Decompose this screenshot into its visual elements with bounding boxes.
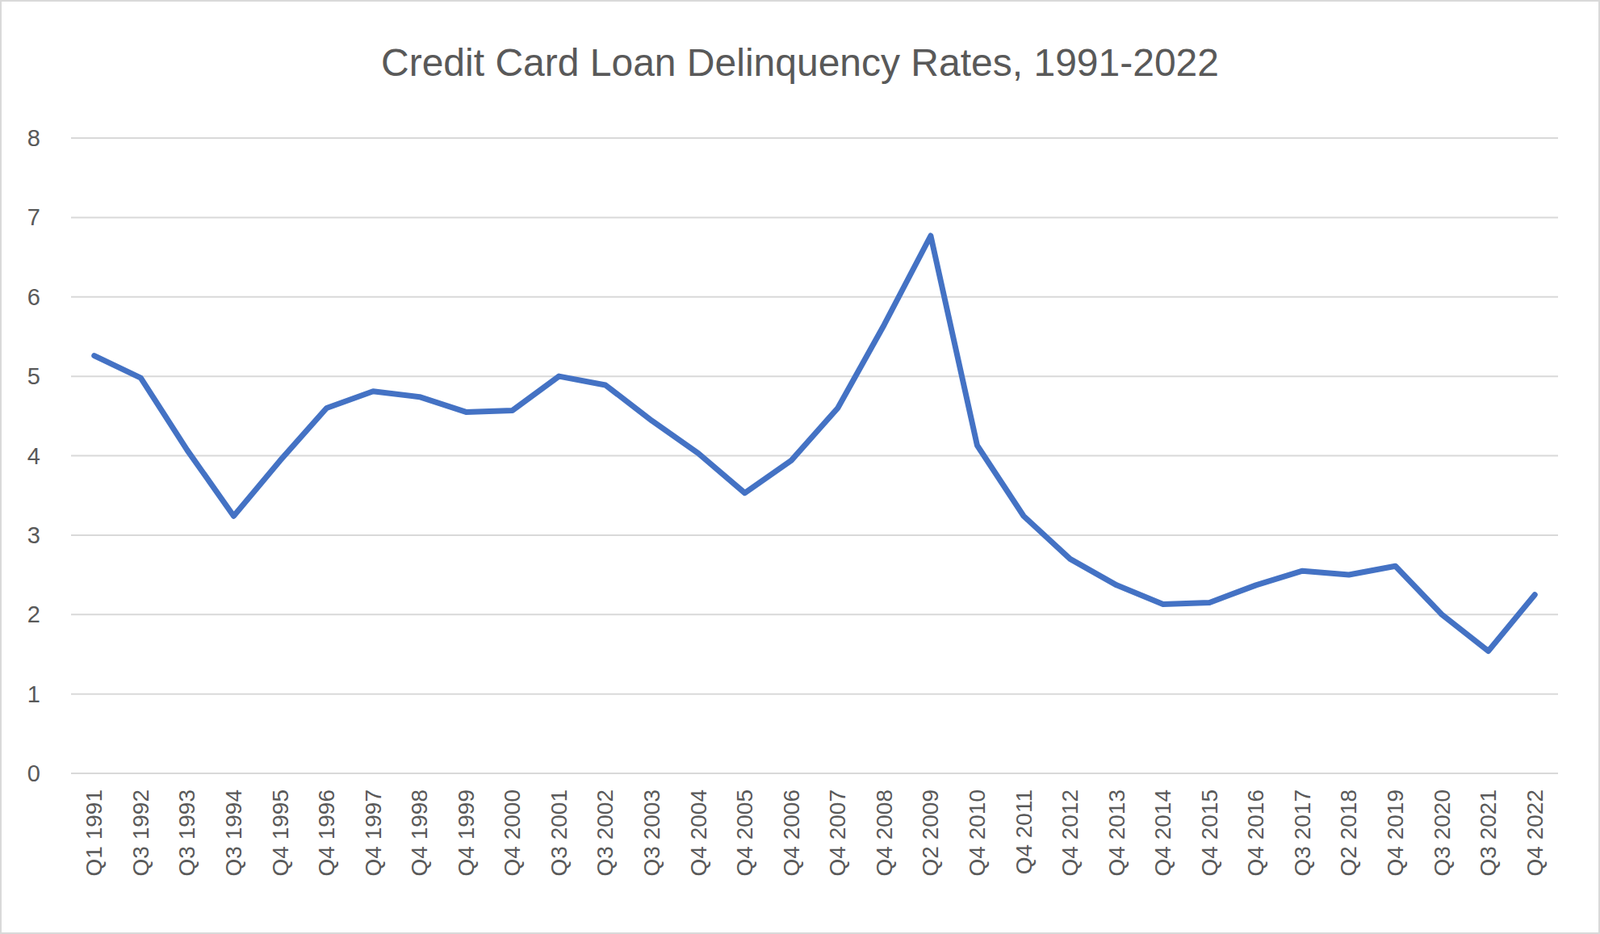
y-tick-label: 2 — [27, 601, 41, 628]
grid-line — [71, 296, 1559, 298]
x-tick-label: Q3 2001 — [546, 789, 572, 876]
x-tick-label: Q4 1995 — [268, 789, 294, 876]
x-tick-label: Q3 2017 — [1290, 789, 1316, 876]
x-tick-label: Q3 2021 — [1475, 789, 1501, 876]
y-tick-label: 6 — [27, 284, 41, 310]
data-line — [94, 235, 1535, 652]
x-tick-label: Q1 1991 — [81, 789, 107, 876]
x-tick-label: Q4 2013 — [1104, 789, 1130, 876]
grid-line — [71, 772, 1559, 775]
x-tick-label: Q4 2014 — [1150, 789, 1176, 876]
y-tick-label: 5 — [27, 363, 41, 390]
x-tick-label: Q4 2008 — [871, 789, 897, 876]
x-tick-label: Q4 1997 — [360, 789, 386, 876]
x-tick-label: Q4 2005 — [732, 789, 758, 876]
x-tick-label: Q4 2012 — [1057, 789, 1083, 876]
grid-line — [71, 216, 1559, 218]
x-tick-label: Q3 1993 — [174, 789, 200, 876]
chart-border — [0, 0, 1600, 934]
x-tick-label: Q4 1996 — [314, 789, 340, 876]
x-tick-label: Q4 2015 — [1197, 789, 1223, 876]
plot-area — [94, 235, 1535, 652]
x-tick-label: Q3 2020 — [1429, 789, 1455, 876]
x-tick-label: Q4 2011 — [1011, 789, 1037, 875]
x-tick-label: Q4 2019 — [1382, 789, 1408, 876]
x-tick-label: Q4 1998 — [406, 789, 432, 876]
x-tick-label: Q3 1994 — [221, 789, 247, 876]
x-tick-label: Q4 2016 — [1243, 789, 1269, 876]
x-tick-label: Q4 2000 — [499, 789, 525, 876]
grid-line — [71, 137, 1559, 139]
grid-line — [71, 693, 1559, 696]
grid-line — [71, 534, 1559, 537]
x-tick-label: Q3 2002 — [592, 789, 618, 876]
title: Credit Card Loan Delinquency Rates, 1991… — [381, 41, 1219, 84]
x-tick-label: Q4 1999 — [453, 789, 479, 876]
y-tick-label: 3 — [27, 522, 41, 549]
x-tick-label: Q4 2010 — [964, 789, 990, 876]
x-tick-label: Q4 2022 — [1522, 789, 1548, 876]
x-tick-label: Q4 2004 — [686, 789, 712, 876]
y-tick-label: 7 — [27, 204, 41, 231]
grid-line — [71, 375, 1559, 377]
x-tick-label: Q2 2018 — [1336, 789, 1362, 876]
y-tick-label: 8 — [27, 125, 41, 151]
x-tick-label: Q4 2007 — [825, 789, 851, 876]
x-tick-label: Q3 2003 — [639, 789, 665, 876]
x-tick-label: Q2 2009 — [917, 789, 943, 876]
x-tick-label: Q4 2006 — [779, 789, 805, 876]
y-tick-label: 4 — [27, 443, 41, 470]
grid-line — [71, 613, 1559, 616]
x-tick-label: Q3 1992 — [128, 789, 154, 876]
y-tick-label: 1 — [27, 681, 41, 708]
y-tick-label: 0 — [27, 760, 41, 787]
chart: Credit Card Loan Delinquency Rates, 1991… — [0, 0, 1600, 934]
grid-line — [71, 455, 1559, 457]
